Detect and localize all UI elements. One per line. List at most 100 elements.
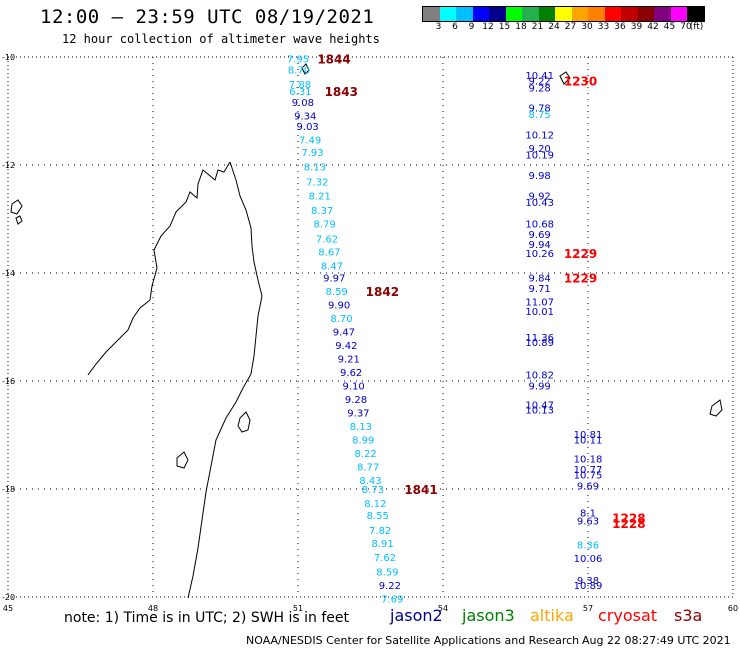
comoros-island-2 — [15, 215, 23, 225]
time-label: 1844 — [317, 53, 350, 67]
swh-value: 7.69 — [381, 595, 403, 606]
swh-value: 9.42 — [335, 341, 357, 352]
swh-value: 10.26 — [525, 249, 554, 260]
mauritius-island — [237, 411, 251, 433]
colorbar-swatch — [588, 7, 605, 21]
legend-s3a: s3a — [674, 606, 703, 625]
time-label: 1228 — [612, 517, 645, 531]
madagascar-coastline — [87, 161, 263, 599]
axis-labels: 45 48 51 54 57 60 -10 -12 -14 -16 -18 -20 — [2, 53, 738, 613]
altimeter-tracks: 7.958.707.886.319.089.349.037.497.938.13… — [287, 53, 646, 606]
swh-value: 9.98 — [529, 171, 551, 182]
colorbar-swatch — [637, 7, 654, 21]
footer-credit: NOAA/NESDIS Center for Satellite Applica… — [246, 634, 580, 647]
swh-value: 8.47 — [321, 262, 343, 273]
swh-value: 9.37 — [347, 408, 369, 419]
time-label: 1228 — [612, 512, 645, 526]
lat-lon-grid — [7, 56, 734, 598]
swh-value: 11.36 — [525, 333, 554, 344]
track-s3a: 7.958.707.886.319.089.349.037.497.938.13… — [287, 53, 438, 606]
swh-value: 8.91 — [371, 539, 393, 550]
swh-value: 8.13 — [350, 422, 372, 433]
colorbar-swatch — [654, 7, 671, 21]
legend-jason3: jason3 — [462, 606, 515, 625]
swh-value: 9.69 — [529, 230, 551, 241]
reunion-island — [176, 451, 189, 469]
swh-value: 9.90 — [328, 300, 350, 311]
colorbar-label: 30 — [581, 22, 593, 32]
colorbar — [422, 6, 705, 22]
swh-value: 9.94 — [529, 240, 551, 251]
lat-tick-label: -12 — [2, 161, 15, 170]
lon-tick-label: 60 — [728, 604, 738, 613]
swh-value: 9.71 — [529, 284, 551, 295]
colorbar-swatch — [522, 7, 539, 21]
swh-value: 9.03 — [297, 122, 319, 133]
swh-value: 8.43 — [359, 476, 381, 487]
swh-value: 8.70 — [288, 66, 310, 77]
rodrigues-island — [709, 399, 723, 417]
colorbar-label: 36 — [614, 22, 626, 32]
time-label: 1229 — [564, 271, 597, 285]
colorbar-label: 70 — [680, 22, 692, 32]
swh-value: 9.78 — [529, 103, 551, 114]
swh-value: 9.34 — [294, 111, 316, 122]
swh-value: 9.63 — [577, 516, 599, 527]
time-label: 1229 — [564, 247, 597, 261]
swh-value: 9.62 — [340, 368, 362, 379]
swh-value: 9.99 — [529, 381, 551, 392]
swh-value: 10.68 — [525, 219, 554, 230]
swh-value: 10.13 — [525, 406, 554, 417]
legend-altika: altika — [530, 606, 574, 625]
swh-value: 9.21 — [338, 354, 360, 365]
swh-value: 10.82 — [525, 371, 554, 382]
swh-value: 11.07 — [525, 298, 554, 309]
colorbar-swatch — [571, 7, 588, 21]
colorbar-label: 18 — [515, 22, 527, 32]
swh-value: 7.95 — [287, 55, 309, 66]
swh-value: 9.38 — [577, 576, 599, 587]
swh-value: 8.37 — [311, 206, 333, 217]
lon-tick-label: 54 — [438, 604, 448, 613]
swh-value: 8.21 — [309, 191, 331, 202]
colorbar-swatch — [604, 7, 621, 21]
swh-value: 10.43 — [525, 198, 554, 209]
legend-cryosat: cryosat — [598, 606, 658, 625]
colorbar-label: 33 — [597, 22, 610, 32]
colorbar-label: 21 — [531, 22, 544, 32]
swh-value: 9.10 — [342, 381, 364, 392]
colorbar-swatch — [439, 7, 456, 21]
lat-tick-label: -16 — [2, 377, 15, 386]
swh-value: 9.28 — [345, 395, 367, 406]
swh-value: 7.82 — [369, 526, 391, 537]
colorbar-swatch — [621, 7, 638, 21]
time-label: 1230 — [564, 74, 597, 88]
swh-value: 8.59 — [376, 568, 398, 579]
swh-value: 10.11 — [574, 435, 603, 446]
colorbar-label: 3 — [435, 22, 442, 32]
time-label: 1841 — [404, 483, 437, 497]
lat-tick-label: -18 — [2, 485, 15, 494]
swh-value: 10.89 — [525, 338, 554, 349]
lon-tick-label: 48 — [148, 604, 158, 613]
swh-value: 8.59 — [326, 287, 348, 298]
swh-value: 8.55 — [367, 511, 389, 522]
swh-value: 7.93 — [301, 148, 323, 159]
time-label: 1843 — [325, 85, 358, 99]
swh-value: 9.69 — [577, 481, 599, 492]
colorbar-swatch — [472, 7, 489, 21]
colorbar-swatch — [423, 7, 440, 21]
swh-value: 8.70 — [330, 314, 352, 325]
swh-value: 9.08 — [292, 98, 314, 109]
colorbar-swatch — [670, 7, 687, 21]
colorbar-label: 39 — [630, 22, 643, 32]
swh-value: 9.92 — [529, 191, 551, 202]
swh-value: 8.36 — [577, 541, 599, 552]
colorbar-label: 12 — [482, 22, 494, 32]
colorbar-swatch — [456, 7, 473, 21]
swh-value: 7.62 — [316, 235, 338, 246]
lat-tick-label: -14 — [2, 269, 15, 278]
